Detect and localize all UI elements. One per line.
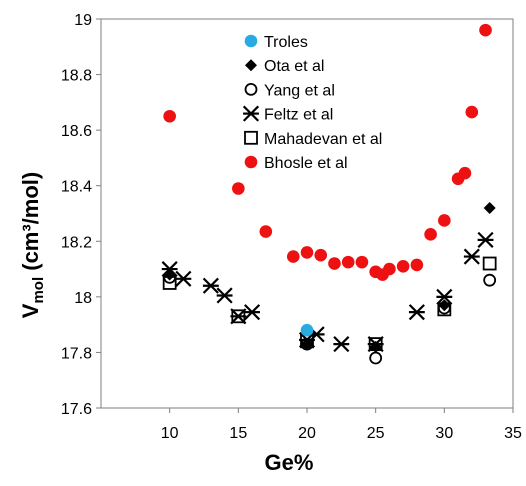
y-tick-label: 18.8 bbox=[61, 68, 92, 85]
point-bhosle-et-al bbox=[259, 225, 273, 238]
y-tick-label: 18.4 bbox=[61, 179, 92, 196]
legend-marker-bhosle-et-al bbox=[244, 155, 258, 169]
point-feltz-et-al bbox=[230, 308, 247, 325]
legend-label-bhosle-et-al: Bhosle et al bbox=[264, 155, 348, 172]
legend-label-yang-et-al: Yang et al bbox=[264, 82, 335, 99]
point-ota-et-al bbox=[369, 340, 382, 353]
point-mahadevan-et-al bbox=[231, 309, 246, 324]
point-troles bbox=[300, 323, 314, 337]
point-mahadevan-et-al bbox=[482, 256, 497, 271]
point-bhosle-et-al bbox=[383, 262, 396, 276]
point-bhosle-et-al bbox=[163, 109, 176, 123]
x-axis-label: Ge% bbox=[265, 450, 314, 475]
legend-marker-ota-et-al bbox=[245, 59, 257, 72]
point-bhosle-et-al bbox=[458, 166, 472, 180]
legend-label-feltz-et-al: Feltz et al bbox=[264, 107, 333, 124]
x-tick-label: 35 bbox=[504, 425, 522, 442]
point-bhosle-et-al bbox=[355, 255, 369, 269]
point-feltz-et-al bbox=[463, 248, 480, 265]
legend-marker-feltz-et-al bbox=[242, 105, 260, 122]
point-bhosle-et-al bbox=[314, 248, 328, 262]
point-bhosle-et-al bbox=[232, 182, 245, 195]
y-axis-label-subscript: mol bbox=[30, 277, 47, 304]
point-bhosle-et-al bbox=[396, 259, 410, 273]
point-feltz-et-al bbox=[333, 336, 350, 353]
y-tick-label: 17.6 bbox=[61, 401, 92, 418]
point-yang-et-al bbox=[369, 351, 383, 365]
legend-label-ota-et-al: Ota et al bbox=[264, 58, 324, 75]
x-tick-label: 20 bbox=[298, 425, 316, 442]
legend-label-troles: Troles bbox=[264, 34, 308, 51]
data-points bbox=[161, 23, 497, 365]
x-tick-label: 10 bbox=[161, 425, 179, 442]
point-ota-et-al bbox=[163, 268, 176, 281]
point-feltz-et-al bbox=[408, 304, 425, 321]
point-ota-et-al bbox=[438, 299, 451, 312]
legend-marker-yang-et-al bbox=[244, 83, 258, 96]
point-ota-et-al bbox=[483, 201, 496, 214]
point-bhosle-et-al bbox=[479, 23, 492, 37]
legend-label-mahadevan-et-al: Mahadevan et al bbox=[264, 131, 382, 148]
point-feltz-et-al bbox=[175, 270, 192, 287]
x-tick-label: 30 bbox=[435, 425, 453, 442]
point-feltz-et-al bbox=[202, 277, 219, 294]
y-tick-label: 18 bbox=[74, 290, 92, 307]
point-ota-et-al bbox=[301, 338, 313, 351]
point-bhosle-et-al bbox=[286, 250, 300, 263]
y-tick-label: 19 bbox=[74, 12, 92, 29]
point-bhosle-et-al bbox=[328, 257, 341, 270]
y-tick-label: 18.6 bbox=[61, 123, 92, 140]
point-feltz-et-al bbox=[477, 231, 494, 248]
point-yang-et-al bbox=[483, 273, 497, 287]
y-axis-label: Vmol (cm³/mol) bbox=[18, 172, 47, 318]
point-feltz-et-al bbox=[244, 304, 261, 321]
legend-marker-mahadevan-et-al bbox=[244, 130, 258, 145]
x-tick-label: 15 bbox=[229, 425, 247, 442]
point-bhosle-et-al bbox=[341, 255, 355, 269]
axis-ticks: 10 15 20 25 30 35 17.6 17.8 18 18.2 18.4 18.6 18.8 19 bbox=[61, 12, 522, 442]
y-axis-label-main: V bbox=[18, 303, 43, 318]
point-bhosle-et-al bbox=[424, 228, 437, 241]
point-bhosle-et-al bbox=[438, 214, 451, 227]
point-bhosle-et-al bbox=[465, 105, 479, 119]
point-bhosle-et-al bbox=[300, 246, 314, 259]
point-feltz-et-al bbox=[216, 287, 233, 304]
y-tick-label: 17.8 bbox=[61, 345, 92, 362]
y-axis-label-unit: (cm³/mol) bbox=[18, 172, 43, 277]
legend-marker-troles bbox=[244, 34, 258, 48]
point-bhosle-et-al bbox=[410, 258, 424, 272]
legend: Troles Ota et al Yang et al Feltz et al Maha… bbox=[242, 34, 382, 172]
point-feltz-et-al bbox=[436, 288, 453, 305]
y-tick-label: 18.2 bbox=[61, 234, 92, 251]
x-tick-label: 25 bbox=[367, 425, 385, 442]
